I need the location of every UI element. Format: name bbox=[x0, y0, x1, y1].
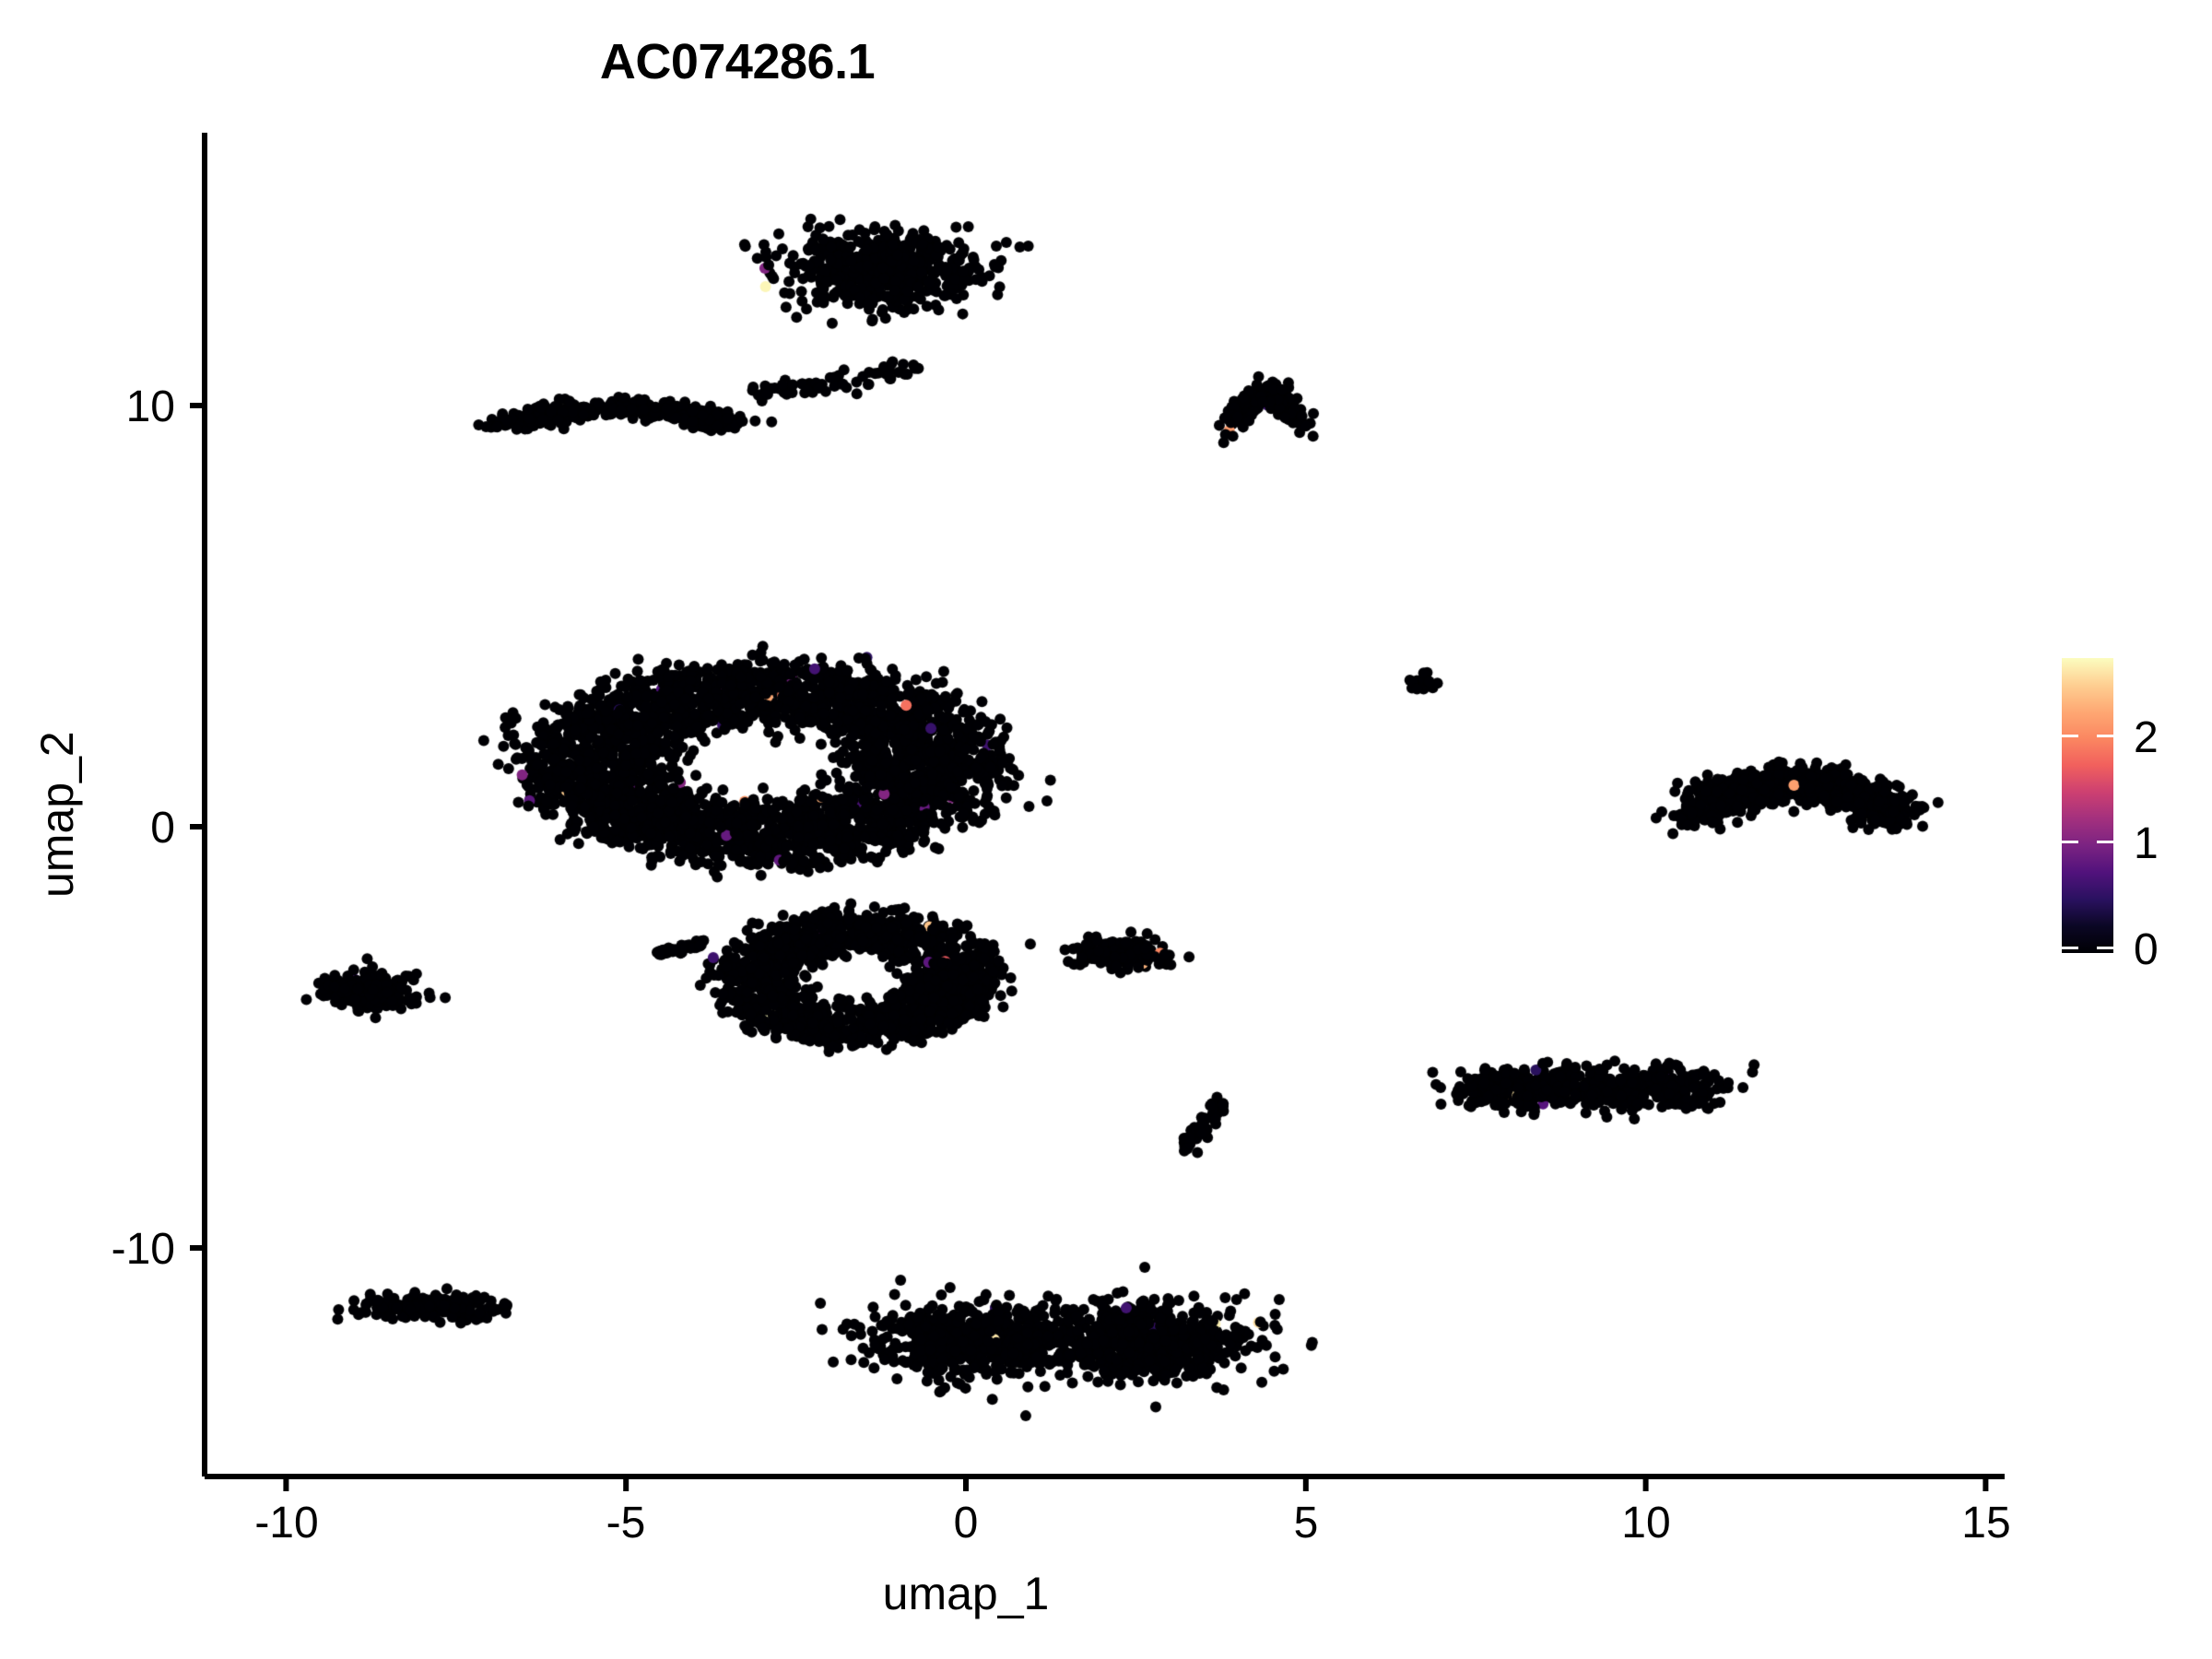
xtick-label-0: 0 bbox=[953, 1499, 979, 1547]
xtick-label-10: 10 bbox=[1621, 1499, 1671, 1547]
xtick-label-minus10: -10 bbox=[254, 1499, 319, 1547]
colorbar-gradient bbox=[2062, 658, 2113, 953]
colorbar-tick-mark-2-left bbox=[2062, 735, 2078, 737]
ytick-label-10: 10 bbox=[125, 382, 175, 431]
yaxis-title: umap_2 bbox=[31, 731, 83, 898]
xtick-label-5: 5 bbox=[1293, 1499, 1319, 1547]
colorbar-tick-mark-1-right bbox=[2097, 841, 2113, 843]
colorbar-tick-mark-0-right bbox=[2097, 947, 2113, 949]
xtick-label-15: 15 bbox=[1961, 1499, 2011, 1547]
colorbar-tick-mark-0-left bbox=[2062, 947, 2078, 949]
colorbar-tick-label-0: 0 bbox=[2134, 925, 2159, 974]
xaxis-title: umap_1 bbox=[882, 1568, 1050, 1619]
ytick-label-minus10: -10 bbox=[111, 1225, 175, 1274]
colorbar-tick-mark-2-right bbox=[2097, 735, 2113, 737]
ytick-label-0: 0 bbox=[150, 804, 175, 853]
colorbar-tick-mark-1-left bbox=[2062, 841, 2078, 843]
colorbar-tick-label-2: 2 bbox=[2134, 713, 2159, 762]
xtick-label-minus5: -5 bbox=[606, 1499, 646, 1547]
colorbar-tick-label-1: 1 bbox=[2134, 819, 2159, 868]
